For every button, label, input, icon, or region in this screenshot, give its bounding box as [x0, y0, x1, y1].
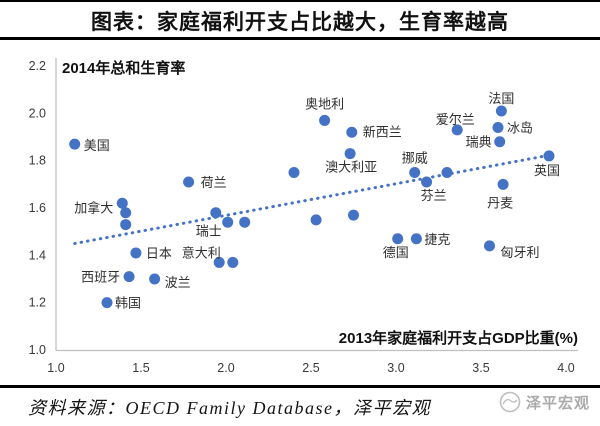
point-label: 冰岛 [507, 121, 533, 136]
scatter-point [120, 219, 132, 231]
y-tick-label: 2.2 [29, 59, 46, 73]
y-tick-label: 1.6 [29, 201, 46, 215]
scatter-point [348, 209, 359, 221]
top-divider [0, 0, 600, 2]
scatter-point [346, 126, 358, 138]
x-tick-label: 2.5 [302, 361, 319, 375]
scatter-point [310, 214, 322, 226]
point-label: 波兰 [165, 275, 191, 290]
scatter-point [492, 122, 504, 134]
scatter-point [116, 197, 128, 209]
x-tick-label: 1.5 [132, 361, 149, 375]
scatter-point [288, 167, 300, 178]
point-label: 匈牙利 [501, 245, 540, 260]
point-label: 澳大利亚 [325, 160, 377, 175]
point-label: 日本 [146, 246, 172, 261]
x-tick-label: 1.0 [47, 361, 64, 375]
y-tick-label: 1.4 [29, 248, 46, 262]
scatter-point [130, 247, 142, 259]
point-label: 瑞典 [466, 135, 492, 150]
scatter-point [101, 297, 113, 309]
scatter-point [451, 124, 463, 136]
y-tick-label: 1.0 [29, 343, 46, 357]
y-axis-title: 2014年总和生育率 [62, 59, 185, 77]
point-label: 英国 [534, 163, 560, 178]
y-tick-label: 1.2 [29, 296, 46, 310]
x-tick-label: 3.5 [472, 361, 489, 375]
scatter-point [123, 271, 135, 283]
scatter-point [494, 136, 506, 148]
scatter-point [69, 138, 81, 150]
title-divider [0, 37, 600, 40]
scatter-point [543, 150, 555, 162]
point-label: 法国 [488, 91, 514, 106]
scatter-point [183, 176, 195, 188]
scatter-point [484, 240, 495, 252]
scatter-point [227, 256, 239, 268]
footer: 资料来源：OECD Family Database，泽平宏观 泽平宏观 [0, 390, 600, 426]
scatter-point [410, 233, 422, 245]
x-axis-title: 2013年家庭福利开支占GDP比重(%) [339, 329, 578, 347]
point-label: 瑞士 [196, 224, 222, 239]
scatter-point [441, 167, 453, 178]
scatter-chart: 2.2 2.0 1.8 1.6 1.4 1.2 1.01.0 1.5 2.0 2.5 3.0 3.5 4… [29, 58, 578, 375]
footer-divider [0, 385, 600, 388]
scatter-point [421, 176, 433, 188]
page-title: 图表：家庭福利开支占比越大，生育率越高 [91, 11, 509, 34]
scatter-point [319, 114, 331, 126]
watermark-label: 泽平宏观 [525, 394, 590, 412]
point-label: 挪威 [402, 151, 428, 166]
scatter-point [210, 207, 222, 219]
scatter-point [392, 233, 404, 245]
x-tick-label: 4.0 [557, 361, 574, 375]
point-label: 美国 [84, 138, 110, 153]
scatter-point [495, 105, 507, 117]
point-label: 加拿大 [74, 200, 113, 215]
scatter-point [344, 148, 356, 160]
scatter-point [222, 216, 234, 228]
x-tick-label: 2.0 [217, 361, 234, 375]
scatter-point [149, 273, 161, 285]
point-label: 奥地利 [305, 96, 344, 111]
x-tick-label: 3.0 [387, 361, 404, 375]
point-label: 荷兰 [201, 175, 227, 190]
point-label: 丹麦 [487, 195, 513, 210]
watermark-logo-icon [499, 391, 521, 413]
y-tick-label: 2.0 [29, 106, 46, 120]
scatter-point [497, 178, 509, 190]
point-label: 爱尔兰 [436, 112, 475, 127]
scatter-point [409, 167, 421, 178]
point-label: 捷克 [424, 232, 450, 247]
scatter-point [239, 216, 251, 228]
source-note: 资料来源：OECD Family Database，泽平宏观 [28, 398, 431, 418]
point-label: 韩国 [115, 296, 141, 311]
scatter-point [213, 256, 225, 268]
point-label: 德国 [383, 245, 409, 260]
point-label: 芬兰 [421, 188, 447, 203]
watermark: 泽平宏观 [498, 390, 590, 414]
y-tick-label: 1.8 [29, 154, 46, 168]
scatter-point [120, 207, 132, 219]
point-label: 西班牙 [81, 270, 120, 285]
point-label: 新西兰 [363, 124, 402, 139]
trendline [73, 154, 548, 245]
point-label: 意大利 [182, 245, 221, 260]
